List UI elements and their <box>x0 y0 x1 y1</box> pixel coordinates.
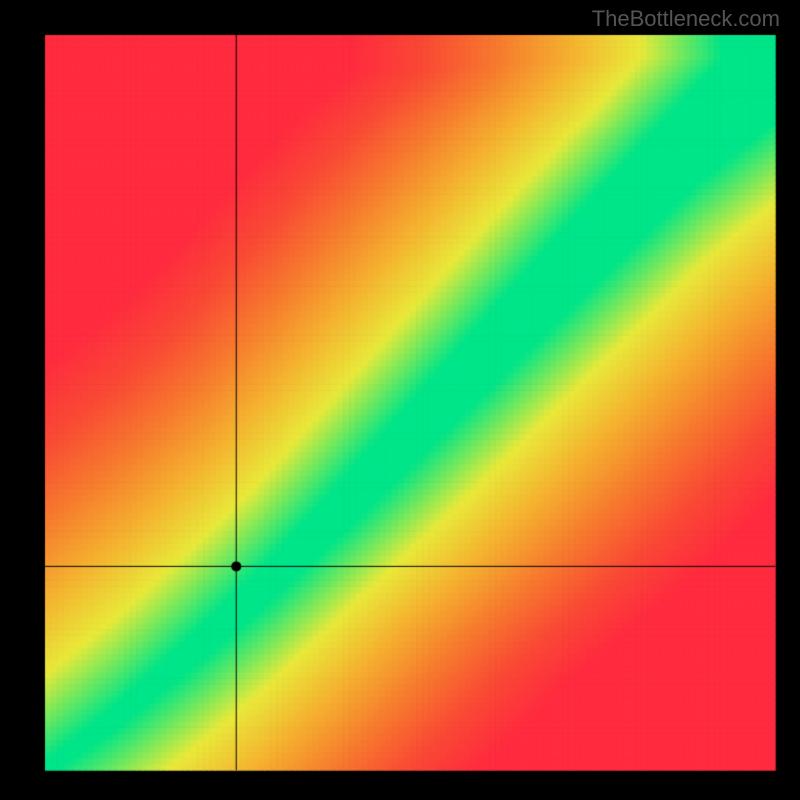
watermark-text: TheBottleneck.com <box>592 6 780 32</box>
heatmap-canvas <box>0 0 800 800</box>
